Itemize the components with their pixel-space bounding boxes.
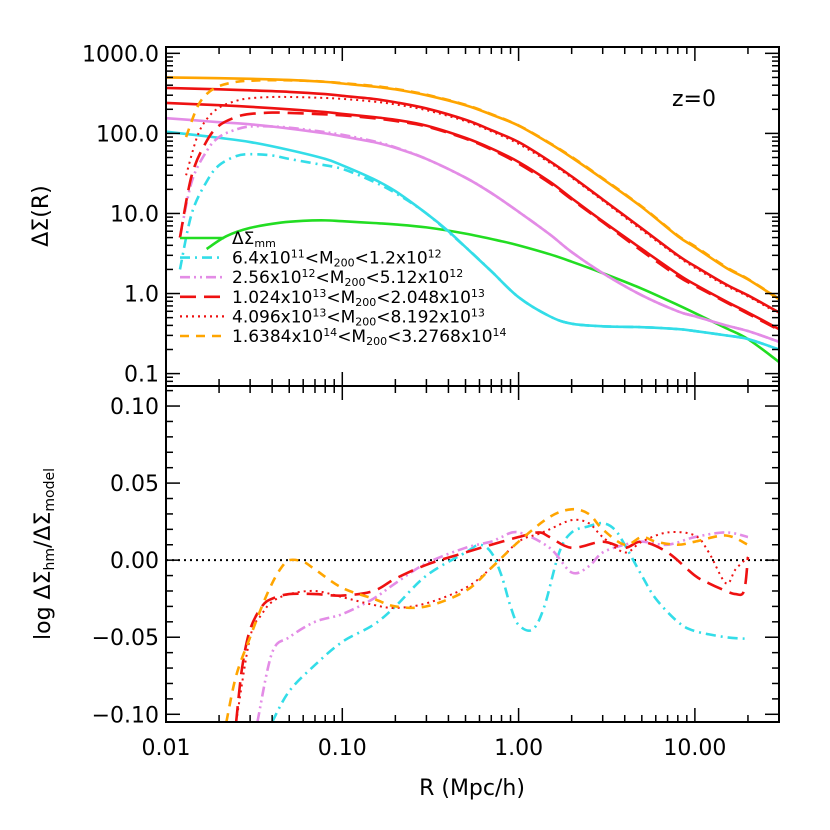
top-y-tick-label: 1.0: [124, 283, 159, 308]
bottom-series-3: [235, 518, 749, 722]
x-tick-label: 10.00: [663, 736, 726, 761]
bottom-y-tick-label: 0.10: [110, 395, 159, 420]
legend-label-5: 1.6384x1014<M200<3.2768x1014: [232, 326, 507, 348]
bottom-y-tick-label: −0.05: [92, 626, 159, 651]
bottom-series-2: [234, 531, 750, 722]
legend-label-2: 2.56x1012<M200<5.12x1012: [232, 267, 463, 289]
legend-label-3: 1.024x1013<M200<2.048x1013: [232, 287, 485, 309]
x-tick-label: 0.10: [318, 736, 367, 761]
top-series-2: [178, 152, 779, 351]
x-axis-title: R (Mpc/h): [419, 776, 525, 801]
top-y-tick-label: 0.1: [124, 363, 159, 388]
top-series-0: [205, 219, 779, 363]
legend: ΔΣmm6.4x1011<M200<1.2x10122.56x1012<M200…: [180, 229, 507, 348]
bottom-y-axis-title: log ΔΣhm/ΔΣmodel: [31, 468, 58, 640]
legend-label-4: 4.096x1013<M200<8.192x1013: [232, 306, 485, 328]
bottom-y-tick-label: −0.10: [92, 703, 159, 728]
panel-frames: [165, 46, 780, 723]
bottom-axis-ticks: −0.10 −0.05 0.00 0.05 0.10 0.01 0.10 1.00 10.00: [92, 386, 780, 761]
top-y-tick-label: 10.0: [110, 202, 159, 227]
legend-label-1: 6.4x1011<M200<1.2x1012: [232, 248, 442, 270]
top-y-tick-label: 1000.0: [82, 42, 159, 67]
bottom-y-tick-label: 0.05: [110, 472, 159, 497]
top-series-6: [178, 111, 779, 332]
bottom-panel-frame: [165, 385, 780, 723]
top-series-group: [166, 76, 779, 363]
top-y-tick-label: 100.0: [96, 122, 159, 147]
x-tick-label: 0.01: [142, 736, 191, 761]
top-panel: 0.1 1.0 10.0 100.0 1000.0 z=0 ΔΣmm6.4x1011<M…: [29, 42, 780, 388]
top-y-axis-title: ΔΣ(R): [29, 185, 54, 246]
top-series-7: [166, 86, 779, 314]
top-series-4: [178, 124, 779, 343]
top-series-10: [184, 78, 779, 300]
bottom-series-0: [270, 521, 749, 722]
x-tick-label: 1.00: [494, 736, 543, 761]
redshift-annotation: z=0: [672, 87, 716, 112]
legend-label-0: ΔΣmm: [232, 229, 276, 250]
bottom-panel: −0.10−0.050.000.050.100.01 0.10 1.00 10.00 …: [31, 386, 780, 801]
bottom-series-1: [256, 530, 749, 722]
bottom-series-4: [225, 507, 749, 722]
top-axis-ticks: 0.1 1.0 10.0 100.0 1000.0: [82, 42, 780, 388]
bottom-y-tick-label: 0.00: [110, 549, 159, 574]
bottom-series-group: [166, 507, 779, 722]
